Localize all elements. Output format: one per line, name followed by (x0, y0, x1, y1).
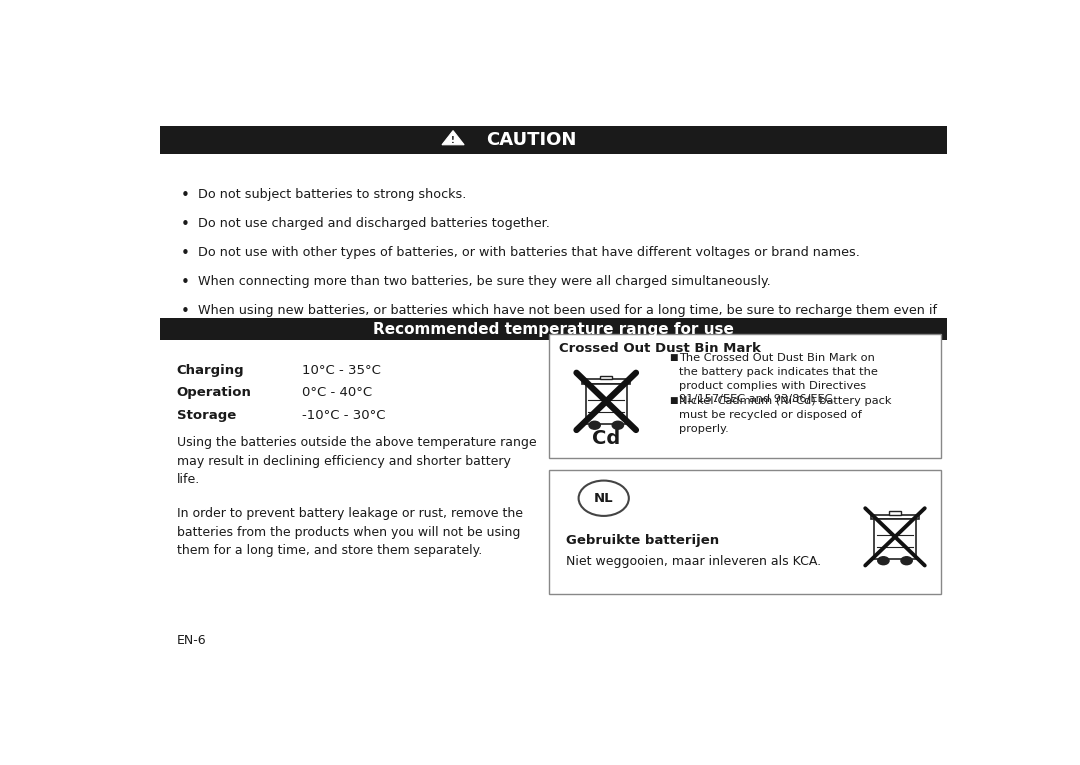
Text: •: • (181, 188, 190, 203)
FancyBboxPatch shape (160, 126, 947, 154)
FancyBboxPatch shape (600, 376, 612, 379)
Text: CAUTION: CAUTION (486, 131, 577, 149)
Text: Do not use charged and discharged batteries together.: Do not use charged and discharged batter… (198, 217, 550, 230)
Text: •: • (181, 246, 190, 261)
Text: Niet weggooien, maar inleveren als KCA.: Niet weggooien, maar inleveren als KCA. (566, 555, 821, 568)
FancyBboxPatch shape (872, 515, 919, 519)
Circle shape (901, 557, 913, 565)
Circle shape (579, 480, 629, 516)
Text: When connecting more than two batteries, be sure they were all charged simultane: When connecting more than two batteries,… (198, 275, 770, 288)
Circle shape (612, 422, 623, 429)
Text: 10°C - 35°C: 10°C - 35°C (302, 364, 381, 377)
Text: Nickel-Cadmium (Ni-Cd) battery pack
must be recycled or disposed of
properly.: Nickel-Cadmium (Ni-Cd) battery pack must… (679, 396, 892, 434)
Circle shape (589, 422, 600, 429)
Text: 0°C - 40°C: 0°C - 40°C (302, 386, 373, 399)
Text: The Crossed Out Dust Bin Mark on
the battery pack indicates that the
product com: The Crossed Out Dust Bin Mark on the bat… (679, 353, 878, 404)
Text: !: ! (451, 136, 455, 145)
Text: Gebruikte batterijen: Gebruikte batterijen (566, 534, 719, 547)
Text: Using the batteries outside the above temperature range
may result in declining : Using the batteries outside the above te… (177, 436, 537, 487)
Text: Crossed Out Dust Bin Mark: Crossed Out Dust Bin Mark (559, 342, 761, 355)
Text: -10°C - 30°C: -10°C - 30°C (302, 409, 386, 422)
Text: In order to prevent battery leakage or rust, remove the
batteries from the produ: In order to prevent battery leakage or r… (177, 507, 523, 557)
Polygon shape (442, 131, 464, 145)
Text: Do not use with other types of batteries, or with batteries that have different : Do not use with other types of batteries… (198, 246, 860, 259)
Text: Operation: Operation (177, 386, 252, 399)
FancyBboxPatch shape (582, 379, 630, 384)
Text: NL: NL (594, 492, 613, 505)
Text: EN-6: EN-6 (177, 633, 206, 646)
Circle shape (878, 557, 889, 565)
FancyBboxPatch shape (889, 511, 901, 515)
FancyBboxPatch shape (550, 334, 941, 458)
Text: ■: ■ (669, 396, 677, 405)
Text: •: • (181, 217, 190, 233)
FancyBboxPatch shape (550, 470, 941, 594)
Text: Recommended temperature range for use: Recommended temperature range for use (373, 322, 734, 337)
Text: Storage: Storage (177, 409, 237, 422)
FancyBboxPatch shape (160, 318, 947, 340)
Text: ■: ■ (669, 353, 677, 363)
FancyBboxPatch shape (875, 519, 916, 559)
FancyBboxPatch shape (585, 384, 627, 424)
Text: Charging: Charging (177, 364, 244, 377)
Text: •: • (181, 304, 190, 319)
Text: Cd: Cd (592, 428, 620, 448)
Text: When using new batteries, or batteries which have not been used for a long time,: When using new batteries, or batteries w… (198, 304, 936, 332)
Text: Do not subject batteries to strong shocks.: Do not subject batteries to strong shock… (198, 188, 467, 201)
Text: •: • (181, 275, 190, 290)
